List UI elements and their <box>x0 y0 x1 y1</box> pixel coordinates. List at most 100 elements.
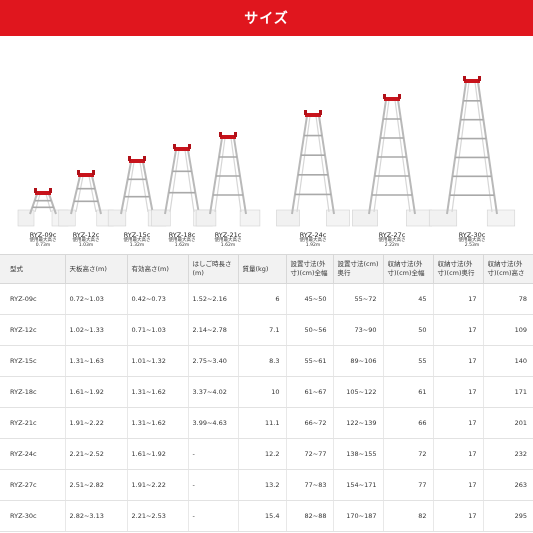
value-cell: 138~155 <box>332 438 383 470</box>
ladder-illustration <box>428 76 516 227</box>
ladder-illustration <box>276 110 350 227</box>
value-cell: 55~72 <box>332 283 383 315</box>
ladder-max-height: 2.22m <box>384 243 400 249</box>
value-cell: 89~106 <box>332 345 383 377</box>
value-cell: 2.21~2.52 <box>64 438 127 470</box>
value-cell: 1.61~1.92 <box>64 376 127 408</box>
value-cell: 61 <box>382 376 433 408</box>
column-header: 有効高さ(m) <box>126 254 189 284</box>
value-cell: 50 <box>382 314 433 346</box>
value-cell: 122~139 <box>332 407 383 439</box>
model-cell: RYZ-18c <box>0 376 65 408</box>
value-cell: 3.37~4.02 <box>187 376 238 408</box>
value-cell: 295 <box>482 500 533 532</box>
value-cell: - <box>187 438 238 470</box>
value-cell: 77~83 <box>285 469 333 501</box>
ladder-caption: RYZ-09c 使用最大高さ 0.73m <box>15 231 71 249</box>
ladder-model: RYZ-27c <box>378 231 406 239</box>
value-cell: 45 <box>382 283 433 315</box>
ladder-use-label: 使用最大高さ <box>168 238 196 244</box>
value-cell: 17 <box>432 469 483 501</box>
value-cell: 2.51~2.82 <box>64 469 127 501</box>
table-row: RYZ-24c 2.21~2.52 1.61~1.92-12.2 72~77 138~1… <box>0 438 533 470</box>
value-cell: 109 <box>482 314 533 346</box>
banner-title: サイズ <box>244 11 289 27</box>
column-header: 収納寸法(外寸)(cm)奥行 <box>432 254 484 284</box>
table-header-row: 型式 天板高さ(m) 有効高さ(m) はしご時長さ(m) 質量(kg) 設置寸法(外寸)(… <box>0 254 533 284</box>
ladder-model: RYZ-24c <box>299 231 327 239</box>
value-cell: 50~56 <box>285 314 333 346</box>
value-cell: 72 <box>382 438 433 470</box>
table-row: RYZ-12c 1.02~1.33 0.71~1.03 2.14~2.78 7.1 50~… <box>0 314 533 346</box>
ladder-caption: RYZ-21c 使用最大高さ 1.62m <box>200 231 256 249</box>
value-cell: 17 <box>432 283 483 315</box>
model-cell: RYZ-21c <box>0 407 65 439</box>
value-cell: 15.4 <box>237 500 286 532</box>
ladder-model: RYZ-30c <box>458 231 486 239</box>
ladder-illustration <box>58 170 114 227</box>
table-row: RYZ-30c 2.82~3.13 2.21~2.53-15.4 82~88 170~1… <box>0 500 533 532</box>
value-cell: 17 <box>432 314 483 346</box>
value-cell: 82~88 <box>285 500 333 532</box>
ladder-model: RYZ-21c <box>214 231 242 239</box>
ladder-model: RYZ-18c <box>168 231 196 239</box>
value-cell: 1.02~1.33 <box>64 314 127 346</box>
value-cell: 1.31~1.62 <box>126 407 188 439</box>
value-cell: 17 <box>432 376 483 408</box>
ladder-use-label: 使用最大高さ <box>458 238 486 244</box>
value-cell: 0.42~0.73 <box>126 283 188 315</box>
value-cell: 2.21~2.53 <box>126 500 188 532</box>
ladder-use-label: 使用最大高さ <box>123 238 151 244</box>
ladder-max-height: 2.53m <box>464 243 480 249</box>
ladder-model: RYZ-15c <box>123 231 151 239</box>
spec-table: 型式 天板高さ(m) 有効高さ(m) はしご時長さ(m) 質量(kg) 設置寸法(外寸)(… <box>0 254 533 532</box>
value-cell: 0.71~1.03 <box>126 314 188 346</box>
value-cell: 45~50 <box>285 283 333 315</box>
value-cell: 55 <box>382 345 433 377</box>
ladder-illustration <box>352 94 432 227</box>
value-cell: 17 <box>432 345 483 377</box>
ladder-use-label: 使用最大高さ <box>214 238 242 244</box>
ladder-caption: RYZ-12c 使用最大高さ 1.03m <box>58 231 114 249</box>
table-row: RYZ-15c 1.31~1.63 1.01~1.32 2.75~3.40 8.3 55~… <box>0 345 533 377</box>
value-cell: 61~67 <box>285 376 333 408</box>
ladder-max-height: 1.62m <box>220 243 236 249</box>
ladder-use-label: 使用最大高さ <box>299 238 327 244</box>
ladder-max-height: 1.92m <box>305 243 321 249</box>
ladder-max-height: 0.73m <box>35 243 51 249</box>
table-row: RYZ-09c 0.72~1.03 0.42~0.73 1.52~2.16 6 45~50… <box>0 283 533 315</box>
ladder-use-label: 使用最大高さ <box>72 238 100 244</box>
value-cell: 1.52~2.16 <box>187 283 238 315</box>
value-cell: 201 <box>482 407 533 439</box>
value-cell: 2.82~3.13 <box>64 500 127 532</box>
column-header: 収納寸法(外寸)(cm)全幅 <box>382 254 434 284</box>
value-cell: 0.72~1.03 <box>64 283 127 315</box>
value-cell: 17 <box>432 500 483 532</box>
value-cell: 3.99~4.63 <box>187 407 238 439</box>
ladder-caption: RYZ-27c 使用最大高さ 2.22m <box>364 231 420 249</box>
value-cell: 1.01~1.32 <box>126 345 188 377</box>
ladder-max-height: 1.03m <box>78 243 94 249</box>
ladder-caption: RYZ-18c 使用最大高さ 1.62m <box>154 231 210 249</box>
table-row: RYZ-27c 2.51~2.82 1.91~2.22-13.2 77~83 154~1… <box>0 469 533 501</box>
value-cell: 1.31~1.63 <box>64 345 127 377</box>
model-cell: RYZ-24c <box>0 438 65 470</box>
value-cell: 17 <box>432 438 483 470</box>
value-cell: 66~72 <box>285 407 333 439</box>
column-header: 設置寸法(外寸)(cm)全幅 <box>285 254 334 284</box>
model-cell: RYZ-09c <box>0 283 65 315</box>
ladder-caption: RYZ-24c 使用最大高さ 1.92m <box>285 231 341 249</box>
ladder-model: RYZ-12c <box>72 231 100 239</box>
model-cell: RYZ-15c <box>0 345 65 377</box>
table-row: RYZ-18c 1.61~1.92 1.31~1.62 3.37~4.02 10 61~6… <box>0 376 533 408</box>
value-cell: 171 <box>482 376 533 408</box>
ladder-illustration <box>195 132 261 227</box>
model-cell: RYZ-12c <box>0 314 65 346</box>
value-cell: 154~171 <box>332 469 383 501</box>
value-cell: 1.91~2.22 <box>64 407 127 439</box>
ladder-caption: RYZ-15c 使用最大高さ 1.32m <box>109 231 165 249</box>
ladder-model: RYZ-09c <box>29 231 57 239</box>
ladder-caption: RYZ-30c 使用最大高さ 2.53m <box>444 231 500 249</box>
value-cell: 11.1 <box>237 407 286 439</box>
column-header: はしご時長さ(m) <box>187 254 239 284</box>
